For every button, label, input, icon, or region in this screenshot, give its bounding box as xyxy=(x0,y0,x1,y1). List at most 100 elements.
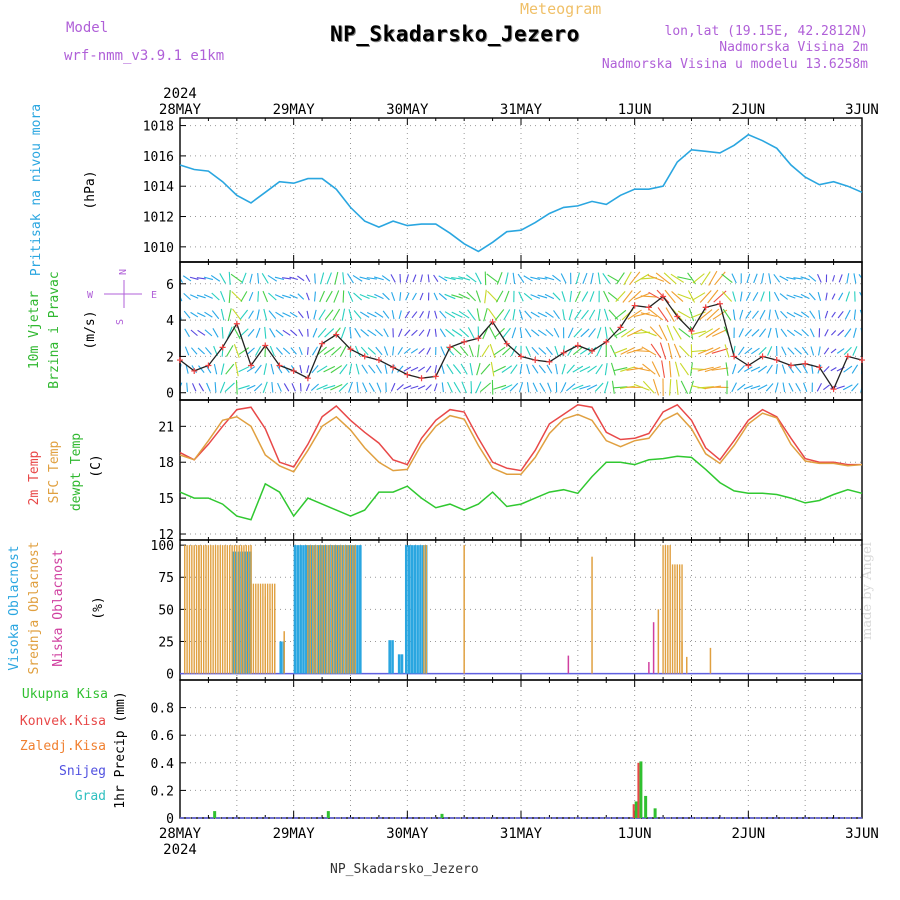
wind-arrow xyxy=(704,366,721,373)
wind-arrow xyxy=(396,384,404,391)
wind-speed-marker xyxy=(759,353,766,360)
wind-arrow xyxy=(247,347,255,355)
wind-arrow xyxy=(537,312,547,318)
wind-arrow xyxy=(560,382,567,393)
wind-arrow xyxy=(589,291,595,302)
wind-arrow xyxy=(699,290,712,303)
high-cloud-bar xyxy=(391,640,394,674)
high-cloud-bar xyxy=(319,545,322,674)
wind-arrow xyxy=(434,310,438,319)
wind-arrow xyxy=(239,309,249,320)
wind-arrow xyxy=(597,272,601,285)
wind-speed-marker xyxy=(290,367,297,374)
wind-arrow xyxy=(433,274,439,282)
wind-arrow xyxy=(579,366,591,373)
wind-arrow xyxy=(373,276,384,281)
wind-arrow xyxy=(664,289,676,304)
wind-arrow xyxy=(737,383,746,391)
wind-arrow xyxy=(399,292,402,301)
high-cloud-bar xyxy=(246,551,249,674)
wind-arrow xyxy=(382,310,390,319)
wind-arrow xyxy=(474,272,482,285)
ytick-label: 12 xyxy=(158,528,174,543)
wind-arrow xyxy=(642,380,655,394)
wind-arrow xyxy=(282,277,292,280)
wind-arrow xyxy=(367,347,376,355)
wind-arrow xyxy=(603,290,610,303)
wind-arrow xyxy=(368,382,375,392)
wind-arrow xyxy=(526,382,530,393)
wind-arrow xyxy=(579,385,591,390)
wind-arrow xyxy=(802,364,808,374)
wind-arrow xyxy=(538,347,547,355)
wind-arrow xyxy=(475,381,482,394)
wind-arrow xyxy=(674,361,680,377)
wind-arrow xyxy=(711,348,729,354)
wind-arrow xyxy=(595,364,603,375)
wind-arrow xyxy=(818,310,821,320)
cloud-unit: (%) xyxy=(91,596,106,619)
wind-arrow xyxy=(338,382,349,392)
wind-arrow xyxy=(661,360,666,378)
temp-unit: (C) xyxy=(89,454,104,477)
wind-arrow xyxy=(398,310,402,319)
wind-arrow xyxy=(438,292,447,301)
wind-arrow xyxy=(197,329,206,336)
wind-arrow xyxy=(779,275,789,282)
model-elevation-label: Nadmorska Visina u modelu 13.6258m xyxy=(601,57,868,72)
bottom-date-label: 29MAY xyxy=(273,826,316,842)
wind-arrow xyxy=(566,364,575,374)
wind-arrow xyxy=(418,366,426,372)
top-date-label: 28MAY xyxy=(159,102,202,118)
wind-arrow xyxy=(297,275,305,282)
wind-arrow xyxy=(225,363,235,375)
wind-arrow xyxy=(219,381,226,393)
wind-arrow xyxy=(403,347,411,355)
wind-arrow xyxy=(509,382,519,392)
wind-arrow xyxy=(544,293,555,300)
wind-arrow xyxy=(253,383,263,392)
wind-arrow xyxy=(203,294,213,299)
wind-speed-marker xyxy=(503,340,510,347)
wind-arrow xyxy=(610,362,616,376)
wind-arrow xyxy=(837,329,845,337)
wind-arrow xyxy=(537,329,547,337)
wind-arrow xyxy=(490,361,495,377)
wind-arrow xyxy=(426,347,431,355)
wind-arrow xyxy=(836,348,845,354)
wind-arrow xyxy=(518,309,524,320)
wind-arrow xyxy=(613,386,628,389)
wind-arrow xyxy=(633,366,650,372)
wind-arrow xyxy=(773,274,781,283)
wind-arrow xyxy=(374,311,384,318)
wind-arrow xyxy=(466,291,477,302)
ytick-label: 4 xyxy=(166,314,174,329)
wind-arrow xyxy=(825,292,828,301)
wind-arrow xyxy=(843,365,853,373)
wind-arrow xyxy=(342,272,345,285)
wind-arrow xyxy=(496,271,503,285)
high-cloud-bar xyxy=(299,545,302,674)
wind-speed-marker xyxy=(489,318,496,325)
wind-arrow xyxy=(775,327,779,338)
wind-arrow xyxy=(752,291,759,302)
wind-arrow xyxy=(419,292,424,301)
wind-arrow xyxy=(368,364,376,374)
wind-arrow xyxy=(780,328,788,338)
wind-speed-marker xyxy=(518,353,524,360)
wind-arrow xyxy=(707,289,719,304)
wind-speed-marker xyxy=(205,362,212,369)
high-cloud-bar xyxy=(307,545,311,674)
wind-arrow xyxy=(787,364,795,374)
wind-arrow xyxy=(241,272,247,285)
wind-arrow xyxy=(458,276,471,281)
wind-arrow xyxy=(809,328,815,338)
wind-speed-marker xyxy=(432,373,439,380)
wind-arrow xyxy=(745,310,752,319)
wind-arrow xyxy=(398,328,403,338)
wind-arrow xyxy=(732,291,737,302)
wind-arrow xyxy=(453,381,461,393)
wind-arrow xyxy=(512,309,516,321)
wind-arrow xyxy=(185,364,189,374)
